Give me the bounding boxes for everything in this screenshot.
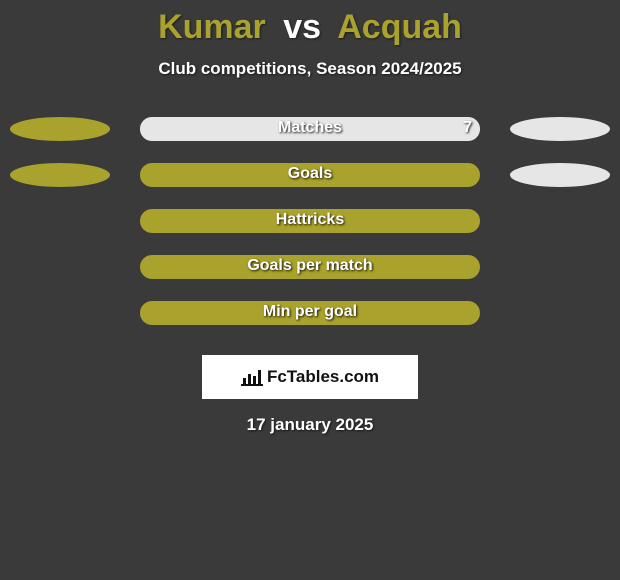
subtitle: Club competitions, Season 2024/2025 <box>0 59 620 79</box>
stat-row: Matches7 <box>0 117 620 163</box>
brand-text: FcTables.com <box>267 367 379 387</box>
bar-track <box>140 301 480 325</box>
bar-track <box>140 209 480 233</box>
bar-track <box>140 163 480 187</box>
brand-box: FcTables.com <box>202 355 418 399</box>
brand-logo: FcTables.com <box>241 367 379 387</box>
bar-track <box>140 255 480 279</box>
ellipse-player2 <box>510 117 610 141</box>
ellipse-player2 <box>510 163 610 187</box>
stat-row: Hattricks <box>0 209 620 255</box>
stat-row: Goals per match <box>0 255 620 301</box>
ellipse-player1 <box>10 117 110 141</box>
title-player2: Acquah <box>337 8 462 46</box>
stat-row: Min per goal <box>0 301 620 347</box>
ellipse-player1 <box>10 163 110 187</box>
stat-row: Goals <box>0 163 620 209</box>
date-line: 17 january 2025 <box>0 415 620 435</box>
comparison-title: Kumar vs Acquah <box>0 0 620 47</box>
title-vs: vs <box>283 8 321 46</box>
comparison-chart: Matches7GoalsHattricksGoals per matchMin… <box>0 117 620 347</box>
bar-fill-player2 <box>140 117 480 141</box>
bar-chart-icon <box>241 368 263 386</box>
title-player1: Kumar <box>158 8 266 46</box>
